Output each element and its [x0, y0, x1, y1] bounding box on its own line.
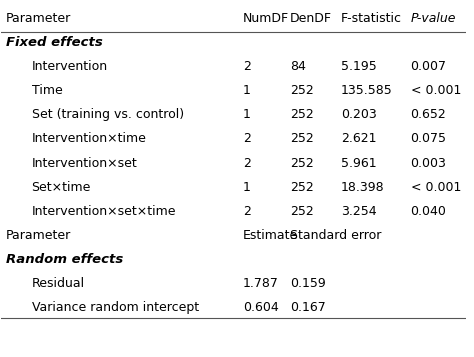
Text: Set×time: Set×time	[32, 181, 91, 193]
Text: 0.159: 0.159	[290, 277, 325, 290]
Text: Intervention×time: Intervention×time	[32, 132, 146, 145]
Text: 0.652: 0.652	[410, 109, 447, 121]
Text: Fixed effects: Fixed effects	[6, 36, 103, 49]
Text: Residual: Residual	[32, 277, 85, 290]
Text: 0.040: 0.040	[410, 205, 447, 218]
Text: Random effects: Random effects	[6, 253, 123, 266]
Text: Variance random intercept: Variance random intercept	[32, 301, 199, 314]
Text: Set (training vs. control): Set (training vs. control)	[32, 109, 184, 121]
Text: Time: Time	[32, 84, 63, 97]
Text: Estimate: Estimate	[243, 229, 299, 242]
Text: 2.621: 2.621	[341, 132, 376, 145]
Text: 5.195: 5.195	[341, 60, 376, 73]
Text: 3.254: 3.254	[341, 205, 376, 218]
Text: 1: 1	[243, 181, 251, 193]
Text: DenDF: DenDF	[290, 12, 332, 25]
Text: Intervention×set: Intervention×set	[32, 156, 137, 170]
Text: < 0.001: < 0.001	[410, 181, 461, 193]
Text: < 0.001: < 0.001	[410, 84, 461, 97]
Text: 252: 252	[290, 132, 313, 145]
Text: 5.961: 5.961	[341, 156, 376, 170]
Text: Parameter: Parameter	[6, 12, 71, 25]
Text: 1: 1	[243, 84, 251, 97]
Text: NumDF: NumDF	[243, 12, 289, 25]
Text: 2: 2	[243, 205, 251, 218]
Text: 0.604: 0.604	[243, 301, 279, 314]
Text: 2: 2	[243, 60, 251, 73]
Text: 252: 252	[290, 181, 313, 193]
Text: 1: 1	[243, 109, 251, 121]
Text: 84: 84	[290, 60, 306, 73]
Text: 252: 252	[290, 156, 313, 170]
Text: 135.585: 135.585	[341, 84, 392, 97]
Text: Standard error: Standard error	[290, 229, 381, 242]
Text: 0.007: 0.007	[410, 60, 447, 73]
Text: Intervention: Intervention	[32, 60, 108, 73]
Text: 0.167: 0.167	[290, 301, 325, 314]
Text: 0.075: 0.075	[410, 132, 447, 145]
Text: 0.203: 0.203	[341, 109, 376, 121]
Text: F-statistic: F-statistic	[341, 12, 402, 25]
Text: 2: 2	[243, 132, 251, 145]
Text: Parameter: Parameter	[6, 229, 71, 242]
Text: P-value: P-value	[410, 12, 456, 25]
Text: 18.398: 18.398	[341, 181, 384, 193]
Text: Intervention×set×time: Intervention×set×time	[32, 205, 176, 218]
Text: 252: 252	[290, 205, 313, 218]
Text: 2: 2	[243, 156, 251, 170]
Text: 252: 252	[290, 84, 313, 97]
Text: 252: 252	[290, 109, 313, 121]
Text: 0.003: 0.003	[410, 156, 447, 170]
Text: 1.787: 1.787	[243, 277, 279, 290]
